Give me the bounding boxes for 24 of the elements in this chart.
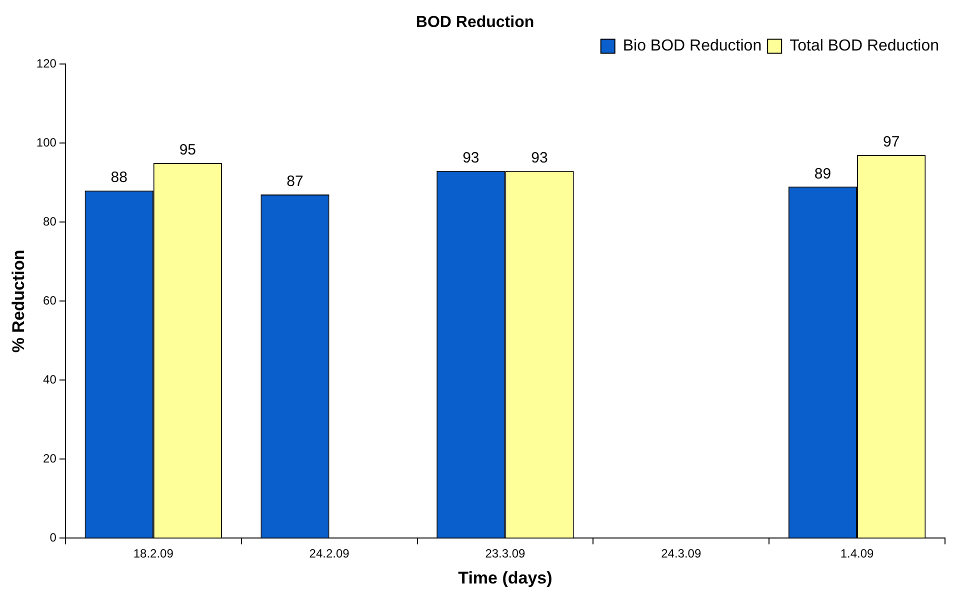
y-tick-label: 60 bbox=[43, 294, 57, 308]
data-label: 95 bbox=[179, 142, 196, 159]
x-tick-label: 23.3.09 bbox=[485, 546, 526, 561]
legend-label: Bio BOD Reduction bbox=[622, 38, 762, 55]
x-tick-label: 18.2.09 bbox=[133, 546, 174, 561]
x-tick-label: 1.4.09 bbox=[840, 546, 874, 561]
data-label: 93 bbox=[462, 149, 480, 166]
y-tick-label: 100 bbox=[36, 136, 57, 150]
data-label: 97 bbox=[883, 134, 900, 151]
data-label: 89 bbox=[814, 165, 832, 182]
y-tick-label: 80 bbox=[43, 214, 57, 229]
data-label: 93 bbox=[531, 149, 548, 166]
y-tick-label: 20 bbox=[43, 452, 57, 466]
x-axis-title: Time (days) bbox=[458, 568, 552, 588]
data-label: 88 bbox=[110, 169, 128, 186]
y-tick-label: 0 bbox=[50, 530, 57, 545]
data-label: 87 bbox=[286, 173, 304, 190]
x-tick-label: 24.2.09 bbox=[309, 546, 350, 561]
y-axis-title: % Reduction bbox=[8, 250, 28, 353]
legend-label: Total BOD Reduction bbox=[790, 38, 939, 55]
x-tick-label: 24.3.09 bbox=[661, 546, 702, 561]
y-tick-label: 40 bbox=[43, 372, 57, 387]
y-tick-label: 120 bbox=[36, 56, 57, 71]
chart-title: BOD Reduction bbox=[416, 14, 534, 32]
